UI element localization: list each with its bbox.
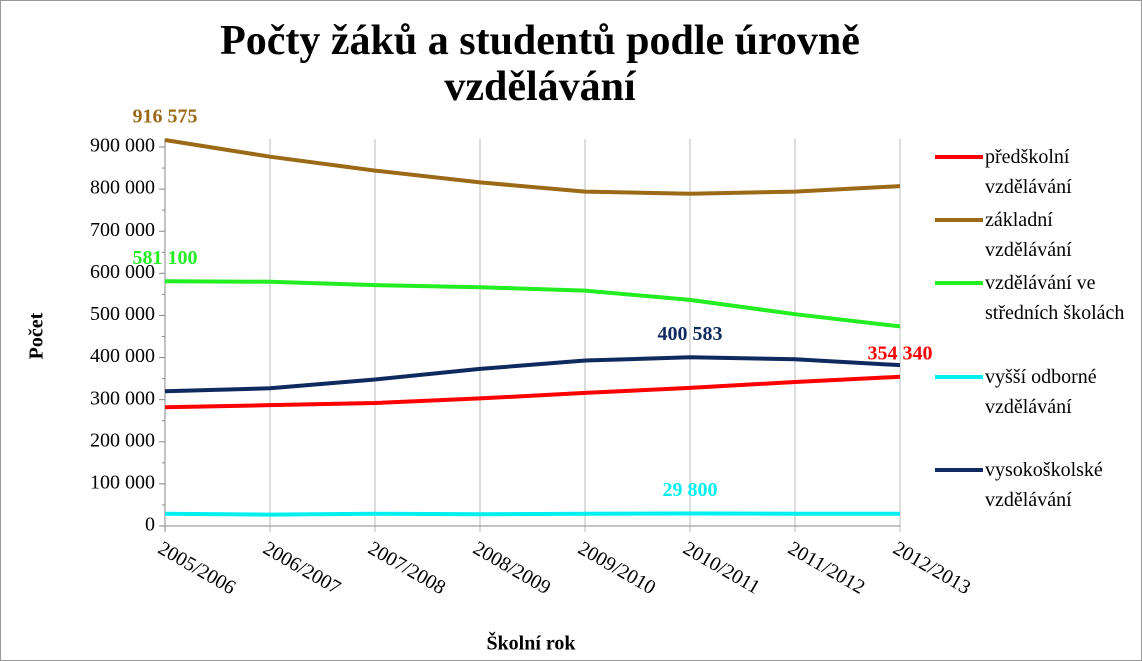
y-tick-label: 600 000: [90, 261, 155, 283]
chart-title: Počty žáků a studentů podle úrovně vzděl…: [220, 18, 860, 110]
x-tick-label: 2010/2011: [679, 537, 763, 598]
y-tick-label: 200 000: [90, 429, 155, 451]
data-label: 916 575: [133, 106, 198, 128]
data-label: 29 800: [663, 479, 718, 501]
x-tick-label: 2009/2010: [574, 537, 659, 599]
y-tick-label: 300 000: [90, 387, 155, 409]
y-tick-label: 500 000: [90, 303, 155, 325]
y-tick-label: 100 000: [90, 471, 155, 493]
series-line: [164, 374, 901, 410]
data-label: 354 340: [868, 342, 933, 364]
legend-label: vysokoškolské vzdělávání: [985, 459, 1103, 511]
series-line: [164, 511, 900, 517]
y-tick-label: 0: [145, 514, 155, 536]
x-tick-label: 2007/2008: [364, 537, 449, 599]
legend-label: vyšší odborné vzdělávání: [985, 366, 1097, 418]
legend-label: vzdělávání ve středních školách: [985, 272, 1125, 324]
data-label: 400 583: [658, 323, 723, 345]
data-label: 581 100: [133, 247, 198, 269]
x-tick-label: 2012/2013: [889, 537, 974, 599]
series-line: [164, 279, 901, 329]
series-line: [164, 138, 901, 196]
x-tick-label: 2011/2012: [784, 537, 868, 598]
legend-label: základní vzdělávání: [985, 209, 1072, 261]
legend-label: předškolní vzdělávání: [985, 146, 1072, 198]
x-axis-title: Školní rok: [486, 631, 576, 655]
y-axis-title: Počet: [26, 312, 48, 359]
y-tick-label: 700 000: [90, 219, 155, 241]
x-tick-label: 2008/2009: [469, 537, 554, 599]
y-tick-label: 900 000: [90, 135, 155, 157]
x-tick-label: 2005/2006: [154, 537, 239, 599]
y-tick-label: 800 000: [90, 177, 155, 199]
series-line: [164, 355, 901, 394]
x-tick-label: 2006/2007: [259, 537, 344, 599]
y-tick-label: 400 000: [90, 345, 155, 367]
